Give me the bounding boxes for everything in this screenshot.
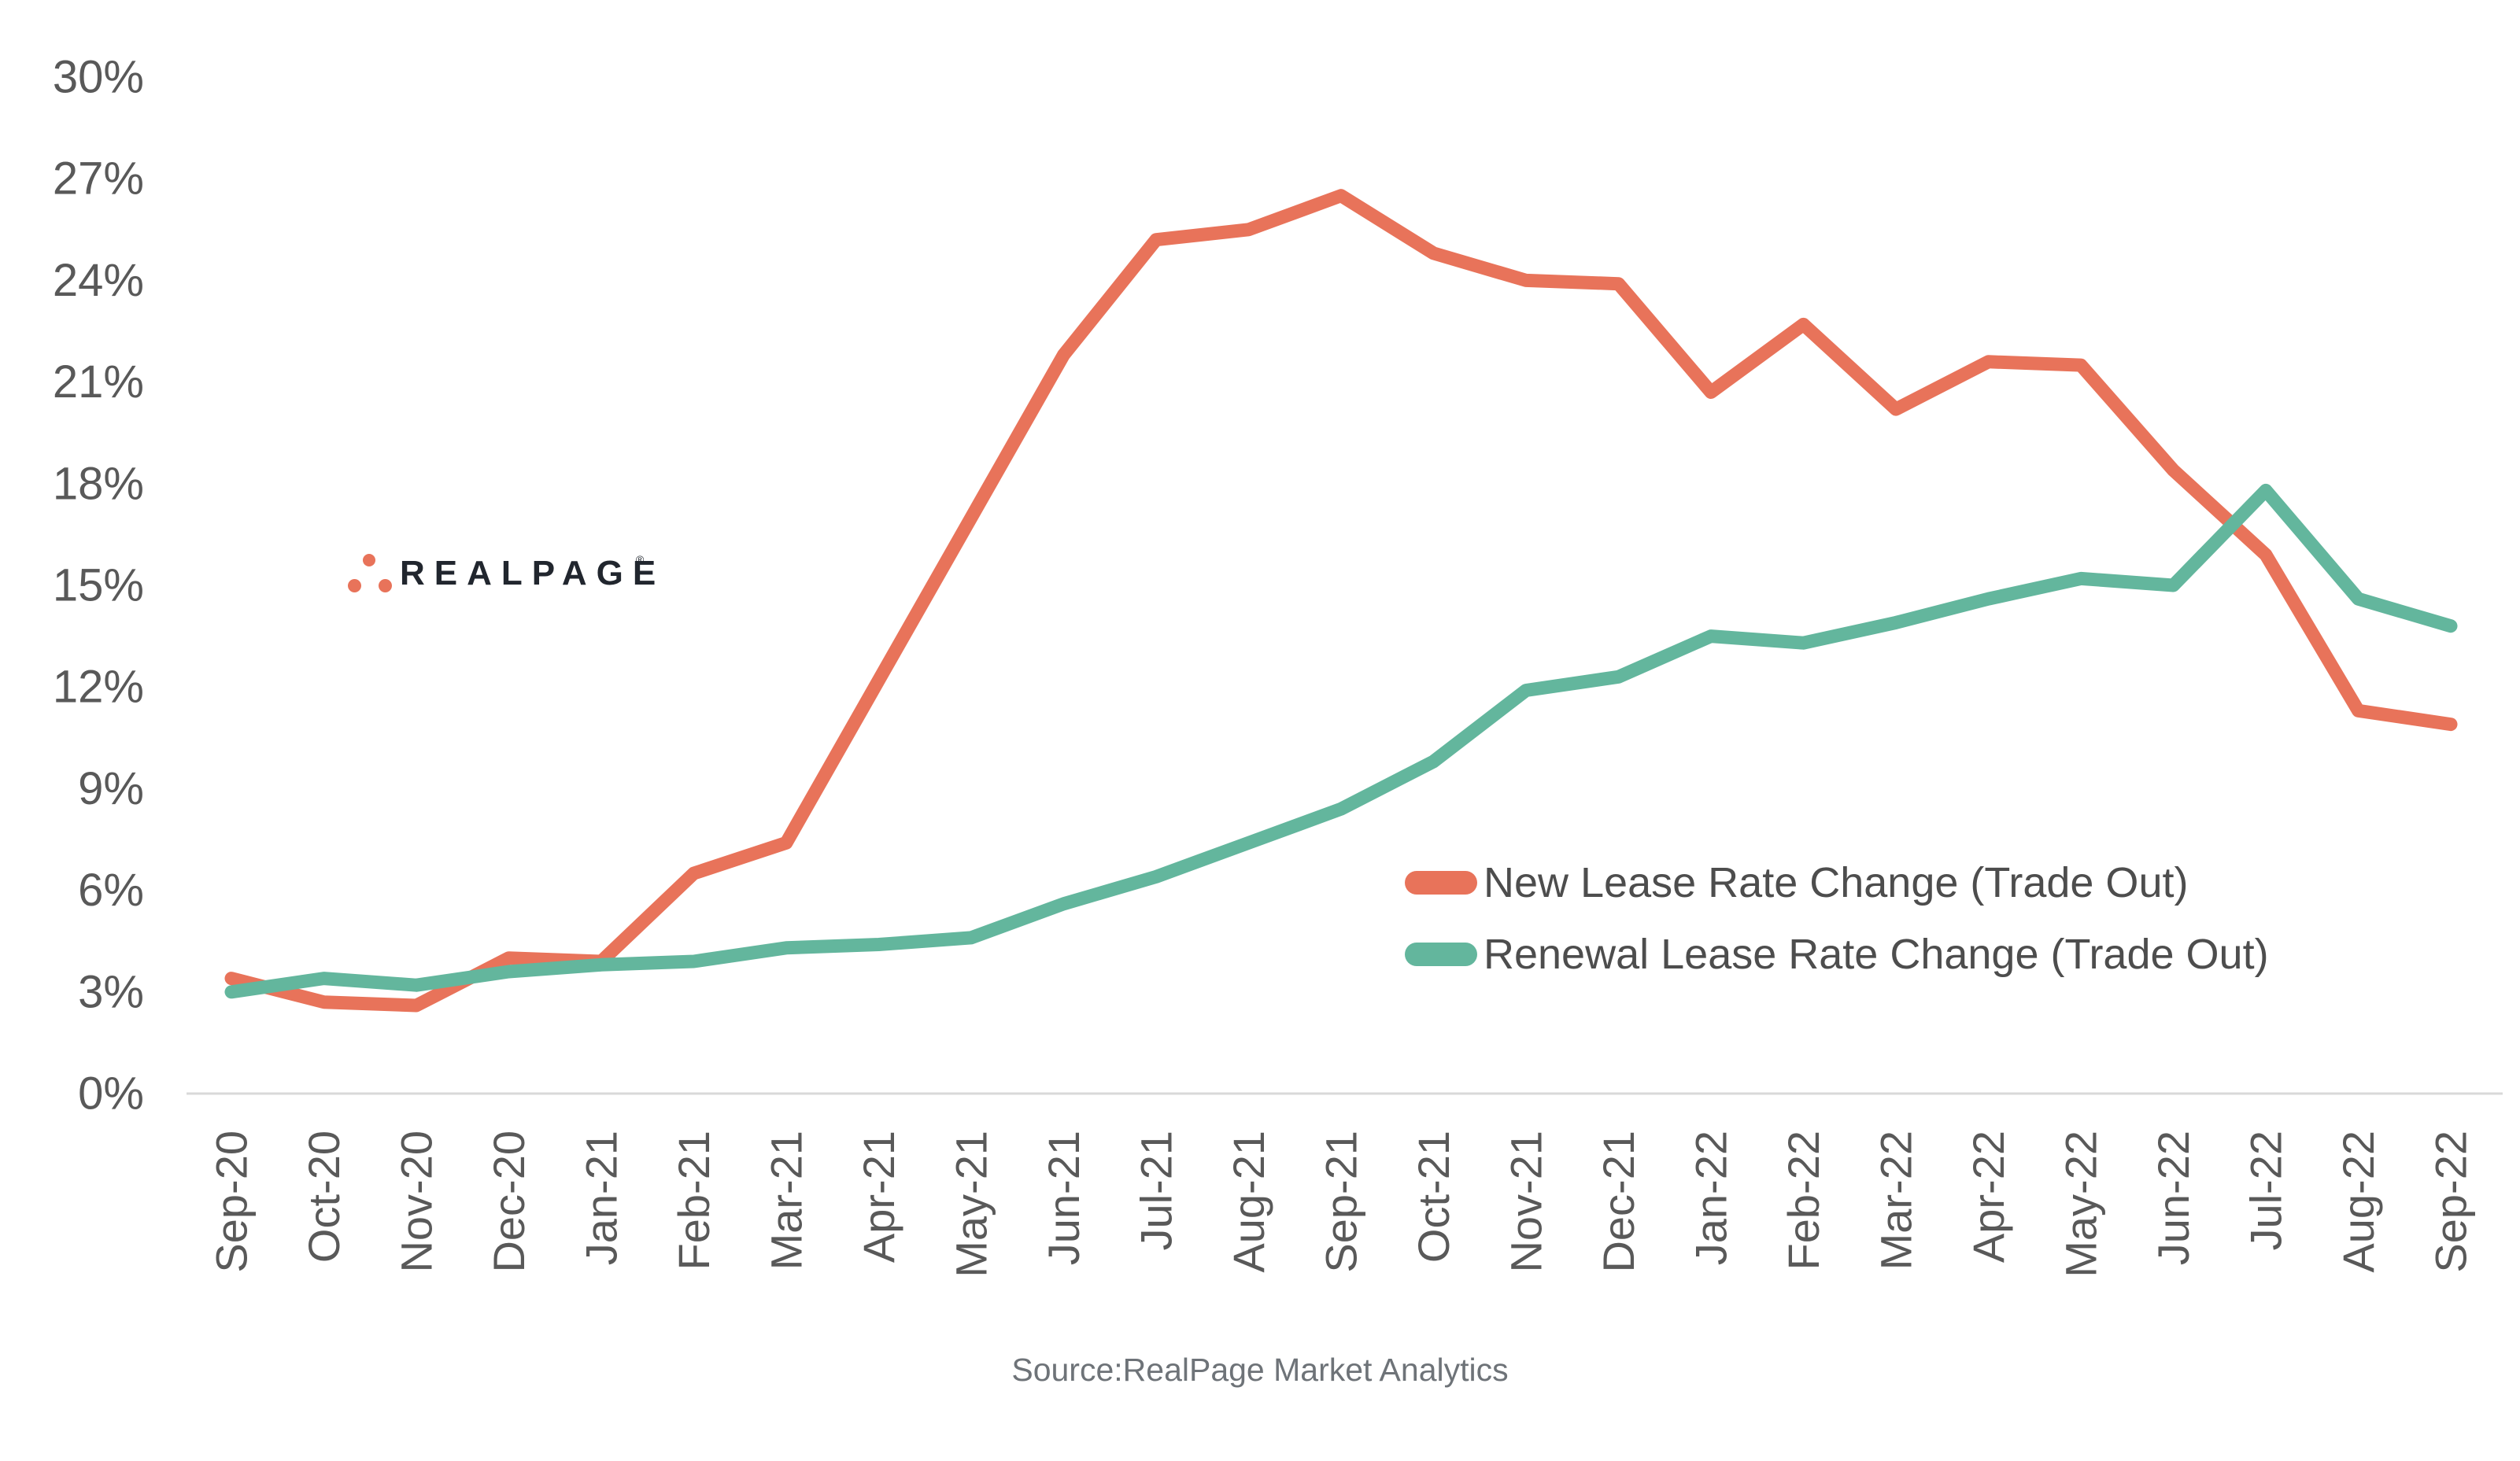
- x-tick-label: Mar-22: [1872, 1131, 1921, 1270]
- x-tick-label: May-22: [2056, 1131, 2106, 1278]
- x-tick-label: Aug-22: [2333, 1131, 2383, 1273]
- x-tick-label: Dec-21: [1594, 1131, 1643, 1273]
- x-tick-label: Feb-21: [669, 1131, 719, 1270]
- x-tick-label: Aug-21: [1224, 1131, 1273, 1273]
- x-tick-label: Jan-22: [1687, 1131, 1736, 1265]
- renewal-lease-swatch-icon: [1405, 943, 1477, 966]
- chart-legend: New Lease Rate Change (Trade Out) Renewa…: [1405, 854, 2269, 998]
- x-tick-label: Oct-21: [1409, 1131, 1458, 1263]
- y-tick-label: 3%: [78, 966, 144, 1017]
- x-tick-label: Sep-21: [1317, 1131, 1366, 1273]
- x-tick-label: Mar-21: [762, 1131, 811, 1270]
- y-tick-label: 24%: [53, 255, 144, 306]
- y-tick-label: 30%: [53, 51, 144, 102]
- renewal-lease-line: [224, 483, 2458, 999]
- x-tick-label: Jul-21: [1132, 1131, 1181, 1251]
- x-tick-label: Apr-22: [1964, 1131, 2013, 1263]
- y-tick-label: 18%: [53, 458, 144, 509]
- y-tick-label: 21%: [53, 356, 144, 408]
- legend-item-new-lease: New Lease Rate Change (Trade Out): [1405, 854, 2269, 911]
- x-axis-tick-labels: Sep-20 Oct-20 Nov-20 Dec-20 Jan-21 Feb-21 Mar-…: [207, 1131, 2476, 1278]
- x-tick-label: Jun-21: [1039, 1131, 1088, 1265]
- legend-item-renewal-lease: Renewal Lease Rate Change (Trade Out): [1405, 926, 2269, 983]
- x-tick-label: Dec-20: [484, 1131, 534, 1273]
- legend-label: Renewal Lease Rate Change (Trade Out): [1484, 931, 2269, 978]
- logo-dot-icon: [348, 579, 361, 592]
- y-tick-label: 6%: [78, 865, 144, 916]
- legend-label: New Lease Rate Change (Trade Out): [1484, 859, 2189, 906]
- y-tick-label: 9%: [78, 763, 144, 814]
- registered-mark-icon: ®: [636, 553, 645, 566]
- x-tick-label: Nov-20: [392, 1131, 442, 1273]
- x-tick-label: Jul-22: [2241, 1131, 2291, 1251]
- logo-dot-icon: [379, 579, 392, 592]
- y-tick-label: 15%: [53, 559, 144, 611]
- y-axis-tick-labels: 0% 3% 6% 9% 12% 15% 18% 21% 24% 27% 30%: [53, 51, 144, 1119]
- x-tick-label: Sep-20: [207, 1131, 257, 1273]
- x-tick-label: Sep-22: [2426, 1131, 2476, 1273]
- realpage-logo: REALPAGE ®: [346, 547, 661, 602]
- y-tick-label: 0%: [78, 1068, 144, 1120]
- x-tick-label: Nov-21: [1502, 1131, 1551, 1273]
- y-tick-label: 27%: [53, 153, 144, 205]
- logo-wordmark: REALPAGE: [400, 554, 666, 592]
- x-tick-label: Jan-21: [577, 1131, 626, 1265]
- y-tick-label: 12%: [53, 662, 144, 713]
- source-caption: Source:RealPage Market Analytics: [1011, 1352, 1509, 1388]
- x-tick-label: Feb-22: [1779, 1131, 1828, 1270]
- new-lease-swatch-icon: [1405, 871, 1477, 895]
- x-tick-label: Jun-22: [2149, 1131, 2198, 1265]
- x-tick-label: Oct-20: [299, 1131, 349, 1263]
- x-tick-label: Apr-21: [854, 1131, 903, 1263]
- logo-dot-icon: [363, 554, 375, 566]
- x-tick-label: May-21: [947, 1131, 996, 1278]
